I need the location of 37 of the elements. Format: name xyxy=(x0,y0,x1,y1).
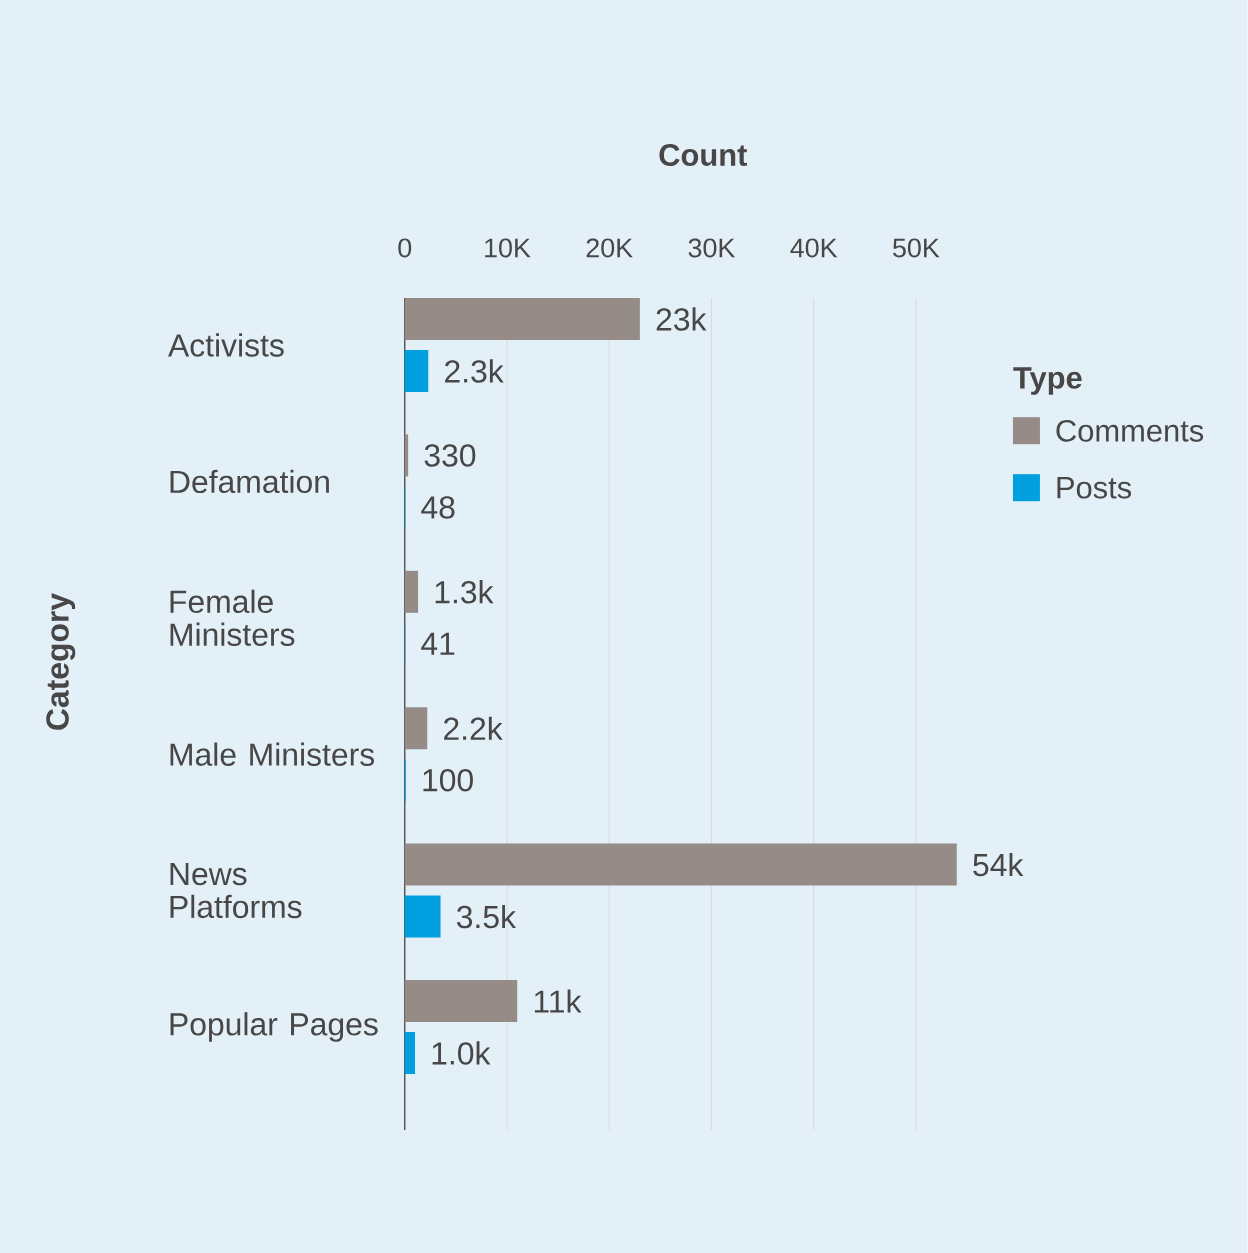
bar xyxy=(404,350,429,392)
data-label: 41 xyxy=(421,632,455,655)
bar xyxy=(404,570,419,613)
legend-label: Comments xyxy=(1056,419,1204,442)
x-tick-label: 20K xyxy=(586,238,633,258)
y-tick-label: Male Ministers xyxy=(170,742,375,766)
y-tick-label: Female Ministers xyxy=(170,589,295,646)
y-tick-label: Defamation xyxy=(170,469,330,494)
bar xyxy=(404,298,640,340)
x-tick-label: 50K xyxy=(893,238,940,258)
y-tick-label: Activists xyxy=(168,333,284,357)
x-tick-label: 40K xyxy=(790,238,838,258)
x-axis-title: Count xyxy=(659,144,748,166)
data-label: 11k xyxy=(534,989,582,1013)
x-tick-label: 0 xyxy=(398,238,412,258)
data-label: 3.5k xyxy=(457,904,517,929)
y-axis-title: Category xyxy=(46,593,76,730)
legend-label: Posts xyxy=(1057,477,1132,499)
x-tick-label: 10K xyxy=(485,238,531,258)
data-label: 330 xyxy=(424,444,476,467)
data-label: 1.0k xyxy=(432,1041,491,1065)
bar xyxy=(404,895,441,938)
y-tick-label: Popular Pages xyxy=(170,1012,378,1042)
y-tick-label: News Platforms xyxy=(170,863,302,919)
bar xyxy=(404,843,957,886)
data-label: 100 xyxy=(423,768,474,792)
data-label: 48 xyxy=(421,496,455,519)
data-label: 2.2k xyxy=(444,716,503,740)
data-label: 1.3k xyxy=(435,580,494,604)
x-tick-label: 30K xyxy=(688,238,736,258)
bar xyxy=(404,980,518,1023)
bar xyxy=(404,707,428,750)
data-label: 54k xyxy=(973,852,1024,877)
bar xyxy=(404,1032,416,1075)
data-label: 2.3k xyxy=(445,359,504,383)
legend-title: Type xyxy=(1013,367,1082,395)
data-label: 23k xyxy=(656,307,707,331)
